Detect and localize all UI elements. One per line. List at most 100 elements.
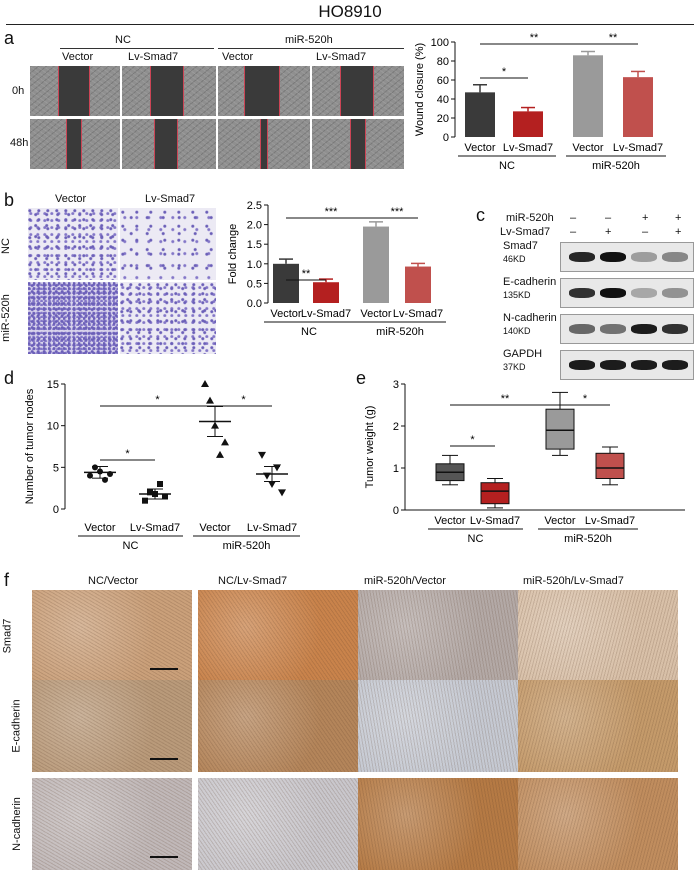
chart-b-y-tick-label: 1.0 [247,259,262,271]
c-protein-kd: 46KD [503,254,526,264]
a-row-0h: 0h [12,85,25,97]
c-sign-mir: – [570,212,577,224]
chart-e-box [545,408,575,450]
chart-b-bar [363,226,389,303]
chart-d-point [87,472,93,479]
chart-a-bar [623,77,653,137]
f-ihc-image [358,590,518,682]
chart-b-y-label: Fold change [227,224,239,285]
chart-d-group-label: miR-520h [223,540,271,552]
c-sign-mir: + [675,212,682,224]
a-group-nc: NC [115,34,131,46]
f-ihc-image [358,680,518,772]
chart-e-x-tick-label: Lv-Smad7 [585,515,635,527]
panel-label-b: b [4,190,15,210]
chart-d-y-tick-label: 5 [53,462,59,474]
f-ihc-image [518,778,678,870]
chart-e-y-label: Tumor weight (g) [365,406,376,489]
chart-d-point [273,464,281,472]
chart-d-point [216,450,224,458]
c-protein-name: E-cadherin [503,276,557,288]
chart-a-x-tick-label: Vector [464,142,496,154]
b-col-vector: Vector [55,193,87,205]
c-sign-lv: – [570,226,577,238]
f-row-label: Smad7 [1,618,14,654]
chart-a-sig-label: * [502,66,507,78]
figure-title: HO8910 [318,2,382,21]
chart-e-x-tick-label: Vector [544,515,576,527]
f-scale-bar [150,668,178,670]
scratch-image-nc-lv-0h [122,66,216,116]
chart-e-x-tick-label: Vector [434,515,466,527]
c-blot-band [600,288,626,298]
chart-b-x-tick-label: Vector [270,308,302,320]
chart-b-y-tick-label: 2.5 [247,200,262,212]
chart-d-point [268,481,276,488]
title-rule [6,24,694,25]
chart-a-x-tick-label: Lv-Smad7 [503,142,553,154]
chart-a-y-tick-label: 60 [437,75,449,87]
panel-label-e: e [356,368,367,388]
chart-a-wound-closure: 0 20 40 60 80 100 Wound closure (%) Vector Lv-Sm… [414,32,666,172]
scratch-image-mir-lv-48h [312,119,404,169]
chart-d-point [206,396,214,404]
chart-a-y-tick-label: 0 [443,132,449,144]
a-col-vector-2: Vector [222,51,254,63]
chart-d-y-tick-label: 10 [47,421,59,433]
f-ihc-image [198,778,358,870]
f-col-label: miR-520h/Vector [364,575,446,587]
c-blot-band [600,324,626,334]
f-scale-bar [150,758,178,760]
a-group-mir: miR-520h [285,34,333,46]
chart-b-x-tick-label: Vector [360,308,392,320]
chart-e-y-tick-label: 3 [393,379,399,391]
c-blot-strip [560,314,694,344]
chart-b-bar [405,266,431,303]
chart-a-y-tick-label: 80 [437,56,449,68]
f-ihc-image [198,680,358,772]
chart-e-sig-label: * [470,434,475,446]
chart-a-group-label: NC [499,160,515,172]
scratch-image-mir-lv-0h [312,66,404,116]
c-row-lv: Lv-Smad7 [500,226,551,238]
c-blot-band [662,288,688,298]
chart-b-group-label: miR-520h [376,326,424,338]
chart-d-tumor-nodes: 0 5 10 15 Number of tumor nodes Vector Lv-Smad… [24,379,300,552]
c-blot-band [631,324,657,334]
scratch-image-nc-lv-48h [122,119,216,169]
panel-label-f: f [4,570,10,590]
chart-e-box [480,482,510,505]
f-scale-bar [150,856,178,858]
chart-a-y-label: Wound closure (%) [414,43,426,136]
chart-b-x-tick-label: Lv-Smad7 [393,308,443,320]
transwell-image-mir-lv [120,282,216,354]
chart-d-y-label: Number of tumor nodes [24,388,36,504]
c-protein-name: N-cadherin [503,312,557,324]
chart-b-bar [313,282,339,303]
c-blot-strip [560,350,694,380]
transwell-image-nc-vector [28,208,118,280]
c-blot-band [662,252,688,262]
chart-e-sig-label: ** [501,393,510,405]
chart-d-sig-label: * [241,394,246,406]
c-blot-band [569,324,595,334]
chart-e-y-tick-label: 2 [393,421,399,433]
chart-d-point [278,489,286,497]
chart-b-y-tick-label: 1.5 [247,239,262,251]
c-blot-band [600,252,626,262]
f-col-label: NC/Lv-Smad7 [218,575,288,587]
chart-e-sig-label: * [583,393,588,405]
chart-a-y-tick-label: 40 [437,94,449,106]
chart-a-bar [513,111,543,137]
scratch-image-mir-vector-0h [218,66,310,116]
chart-d-y-tick-label: 15 [47,379,59,391]
chart-d-point [142,497,148,504]
c-protein-label: E-cadherin 135KD [503,276,556,302]
c-sign-lv: – [642,226,649,238]
b-row-nc-text: NC [0,238,12,254]
c-protein-name: GAPDH [503,348,543,360]
c-sign-mir: + [642,212,649,224]
c-protein-label: N-cadherin 140KD [503,312,557,338]
a-col-vector-1: Vector [62,51,94,63]
